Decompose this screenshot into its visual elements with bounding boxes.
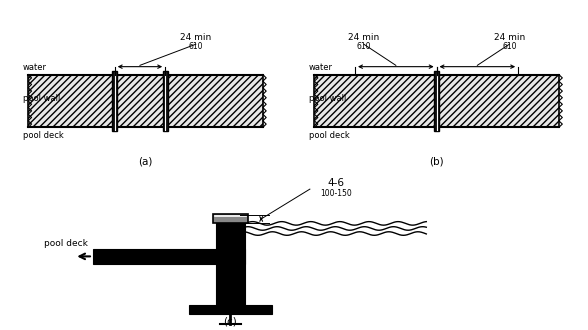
Text: 610: 610	[502, 42, 517, 51]
Text: 24 min: 24 min	[180, 33, 212, 42]
Bar	[28, 75, 263, 127]
Text: pool wall: pool wall	[309, 94, 346, 103]
Bar	[315, 75, 559, 127]
Bar	[213, 214, 248, 223]
Text: 100-150: 100-150	[320, 189, 352, 198]
Bar	[162, 71, 168, 131]
Text: pool deck: pool deck	[309, 131, 349, 140]
Text: water: water	[309, 63, 333, 72]
Bar	[216, 223, 245, 305]
Text: 610: 610	[189, 42, 203, 51]
Text: pool wall: pool wall	[22, 94, 60, 103]
Bar	[434, 71, 439, 131]
Text: pool deck: pool deck	[44, 239, 88, 248]
Bar	[93, 249, 245, 264]
Text: 24 min: 24 min	[348, 33, 379, 42]
Text: water: water	[22, 63, 46, 72]
Text: 4-6: 4-6	[328, 178, 345, 188]
Text: 24 min: 24 min	[494, 33, 525, 42]
Text: (c): (c)	[223, 316, 238, 326]
Text: (a): (a)	[138, 157, 153, 167]
Text: pool deck: pool deck	[22, 131, 64, 140]
Bar	[189, 305, 272, 314]
Text: 610: 610	[356, 42, 371, 51]
Text: (b): (b)	[429, 157, 444, 167]
Bar	[112, 71, 118, 131]
